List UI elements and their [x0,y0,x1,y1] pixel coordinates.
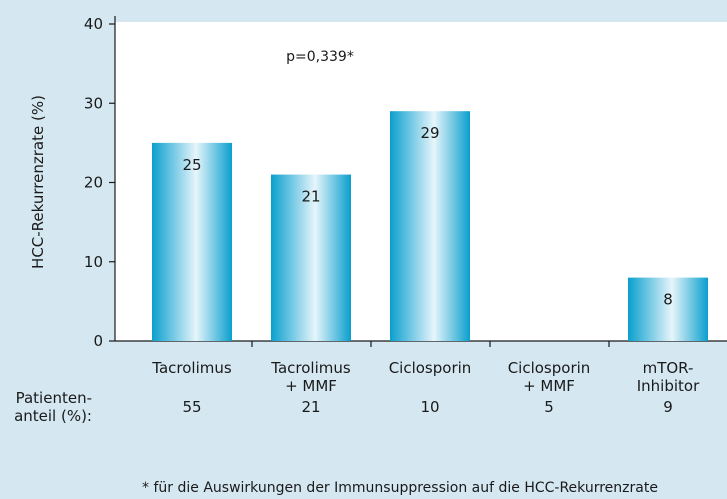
y-tick-label: 30 [84,94,103,112]
y-tick-label: 0 [93,332,103,350]
y-tick-label: 20 [84,173,103,191]
x-tick-label: mTOR-Inhibitor [637,359,700,395]
annotation: p=0,339* [286,49,354,65]
patient-share-value: 9 [663,398,673,416]
bar [152,142,232,341]
x-tick-label: Ciclosporin [389,359,472,377]
value-label: 21 [301,187,320,205]
y-tick-label: 40 [84,15,103,33]
value-label: 29 [420,124,439,142]
x-tick-label: Tacrolimus + MMF [270,359,351,395]
y-tick-label: 10 [84,252,103,270]
x-tick-label: Tacrolimus [151,359,232,377]
value-label: 8 [663,290,673,308]
x-tick-label: Ciclosporin + MMF [508,359,591,395]
bar [628,277,708,341]
bar [271,174,351,341]
patient-share-label: Patienten-anteil (%): [14,389,92,425]
bar [390,111,470,341]
footnote: * für die Auswirkungen der Immunsuppress… [142,480,658,496]
patient-share-value: 5 [544,398,554,416]
y-axis-label: HCC-Rekurrenzrate (%) [29,95,47,269]
patient-share-value: 55 [182,398,201,416]
value-label: 25 [182,155,201,173]
patient-share-value: 10 [420,398,439,416]
patient-share-value: 21 [301,398,320,416]
